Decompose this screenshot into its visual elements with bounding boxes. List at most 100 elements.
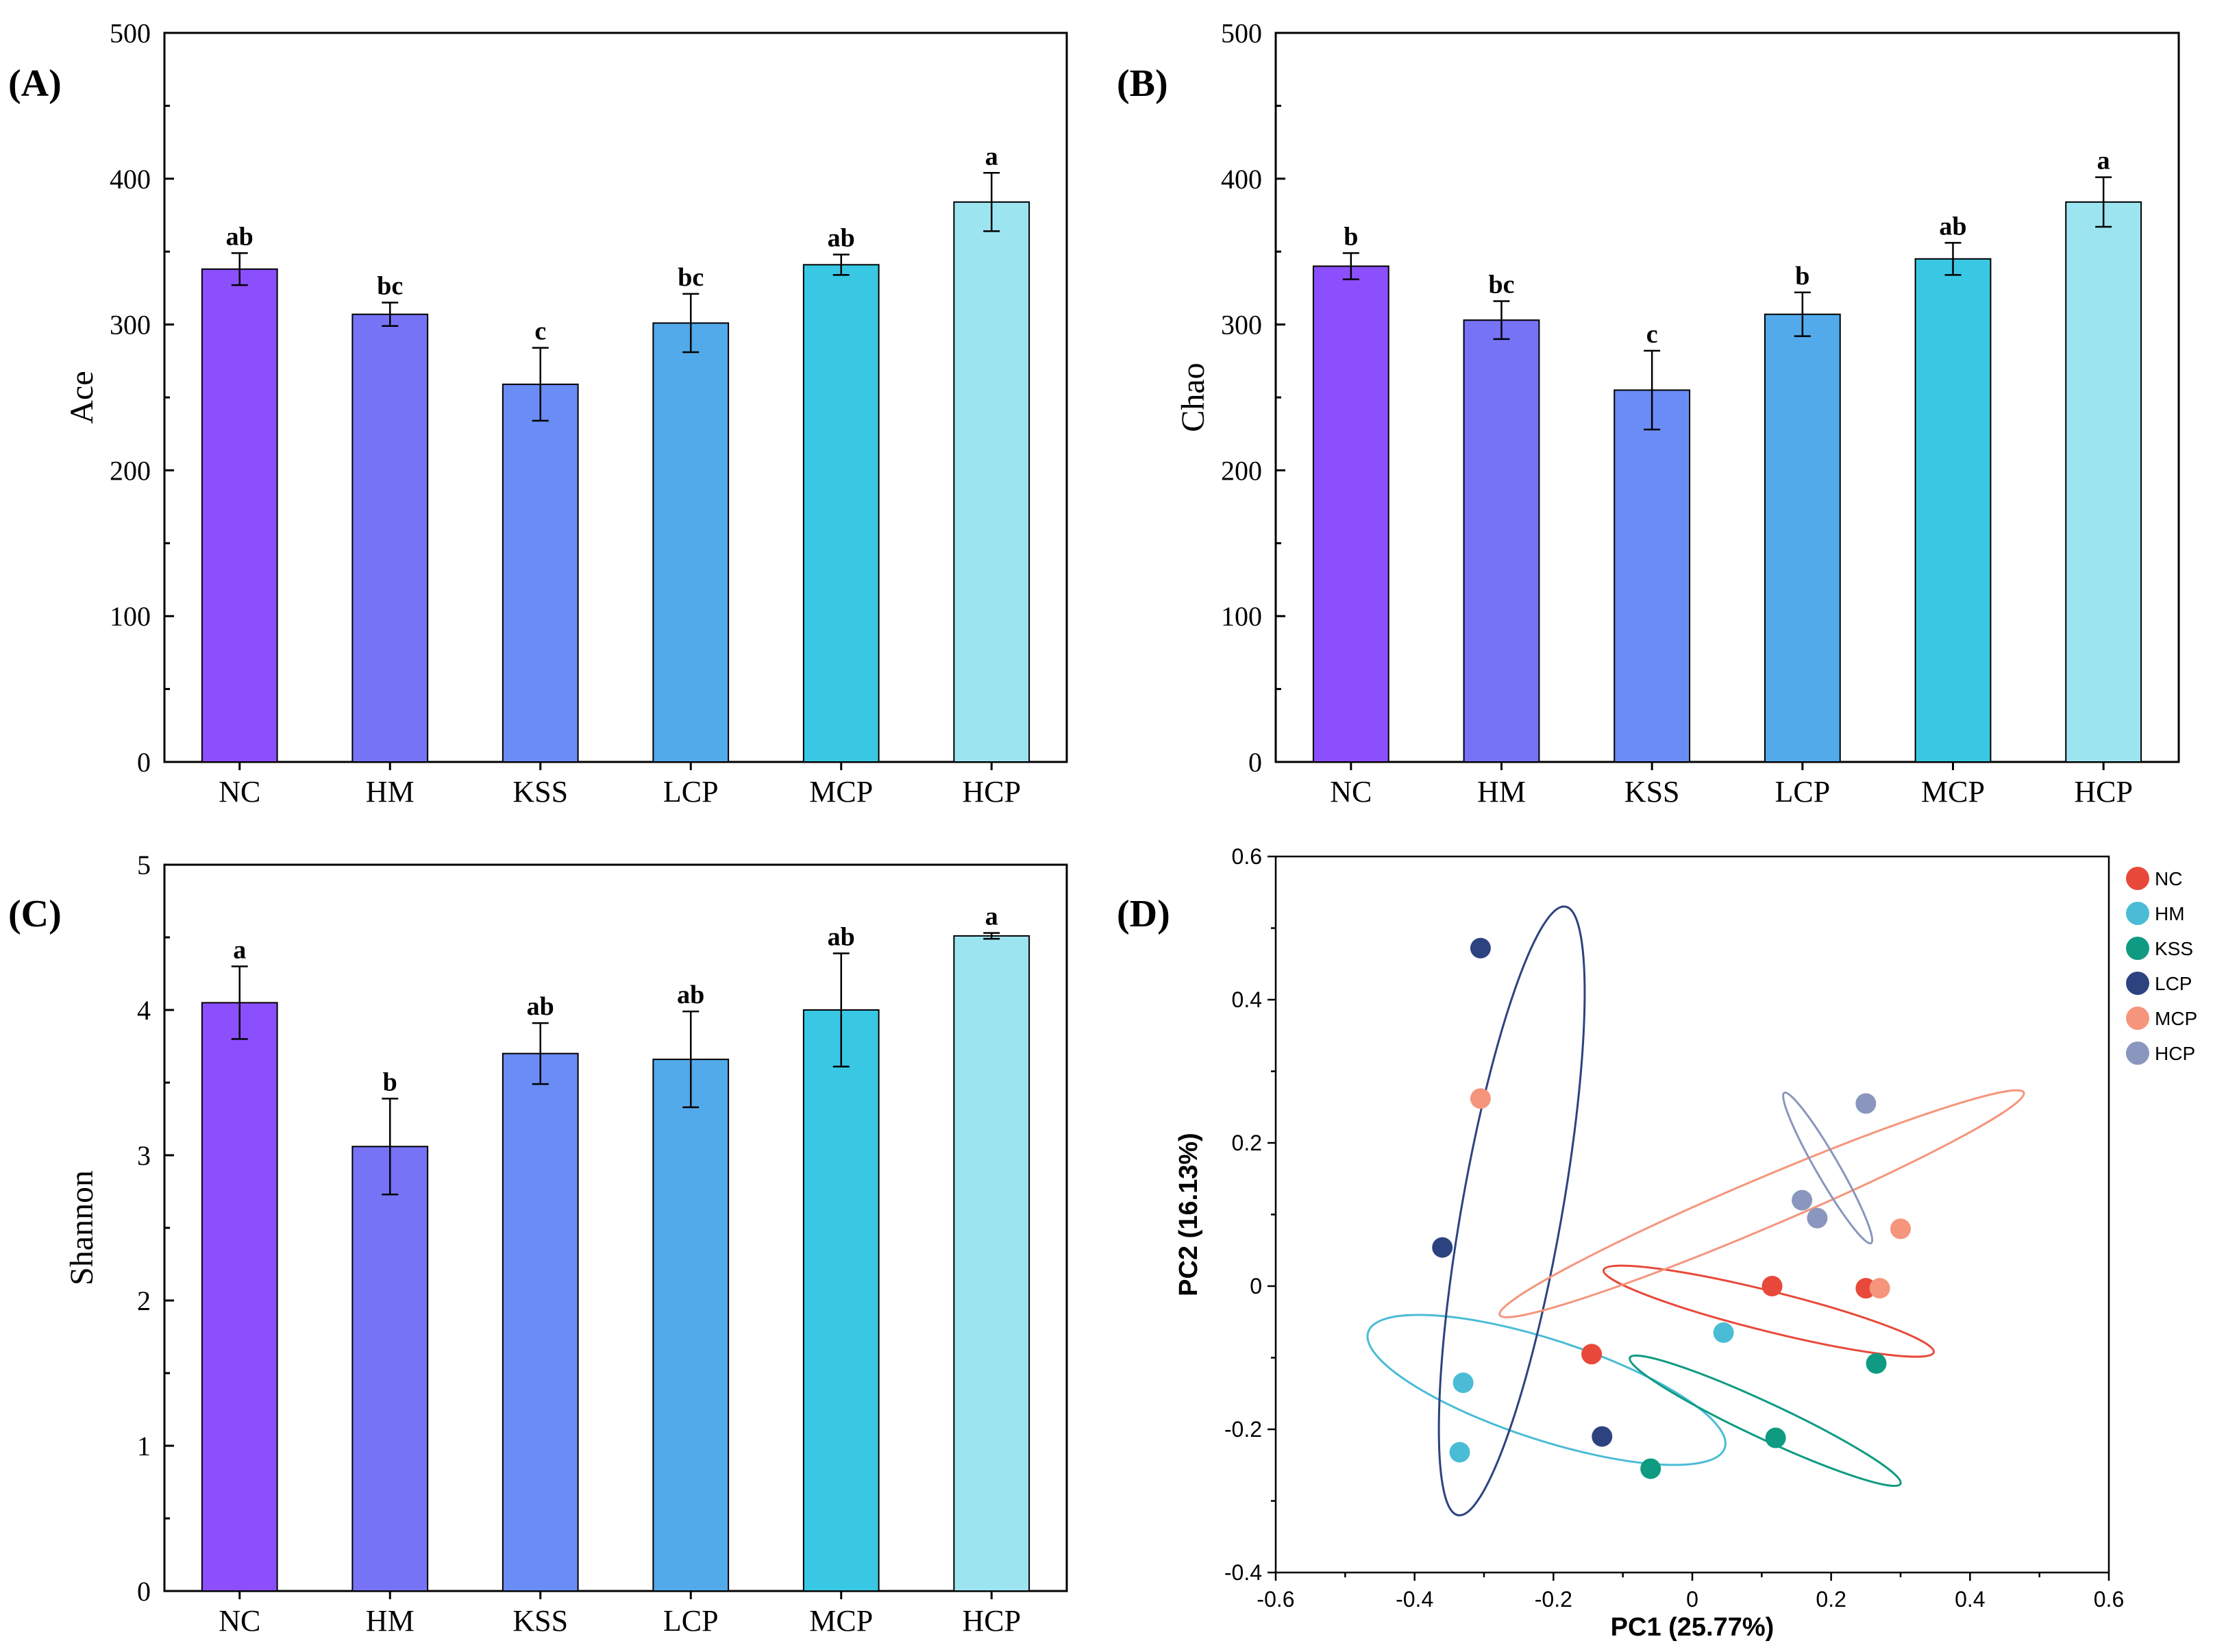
chart-b-sig-mcp: ab — [1939, 212, 1966, 241]
chart-d-xtick-label: -0.4 — [1396, 1587, 1433, 1612]
chart-b-sig-kss: c — [1646, 320, 1658, 349]
chart-d-xlabel: PC1 (25.77%) — [1611, 1613, 1775, 1642]
chart-b-bar-mcp — [1914, 258, 1992, 763]
chart-b-bar-hcp — [2065, 201, 2142, 763]
panel-label-d: (D) — [1117, 893, 1170, 935]
chart-a-sig-hm: bc — [377, 272, 403, 301]
chart-a-ytick-label: 100 — [110, 601, 151, 632]
chart-d-point-hm — [1713, 1322, 1734, 1343]
chart-d-ytick-label: 0 — [1250, 1274, 1262, 1298]
chart-b-xtick-label: HM — [1477, 775, 1526, 809]
chart-b-xtick-label: NC — [1330, 775, 1372, 809]
chart-b-sig-nc: b — [1344, 222, 1358, 251]
chart-d-point-kss — [1640, 1458, 1661, 1479]
chart-b-bar-kss — [1614, 389, 1691, 763]
chart-c-bar-hm — [351, 1146, 429, 1592]
chart-c-xtick-label: HM — [366, 1604, 415, 1638]
chart-c-ytick-label: 5 — [137, 850, 151, 880]
chart-c-ytick-label: 3 — [137, 1140, 151, 1171]
chart-d-point-mcp — [1869, 1278, 1890, 1299]
chart-d-point-hcp — [1792, 1189, 1813, 1211]
chart-d-point-lcp — [1470, 937, 1491, 959]
chart-b-frame — [1274, 32, 2180, 763]
chart-d-ellipse-lcp — [1437, 905, 1586, 1517]
chart-a-sig-lcp: bc — [678, 263, 704, 292]
chart-a-bar-kss — [502, 383, 579, 763]
chart-b-ytick-label: 400 — [1221, 164, 1262, 195]
chart-d-point-lcp — [1592, 1426, 1613, 1447]
chart-d-legend-label-hcp: HCP — [2155, 1043, 2195, 1064]
chart-d-ellipse-hcp — [1782, 1092, 1874, 1245]
chart-b-ytick-label: 300 — [1221, 310, 1262, 341]
chart-a-ylabel: Ace — [64, 371, 100, 423]
chart-d-ellipse-mcp — [1498, 1089, 2025, 1318]
chart-d-legend-marker-lcp — [2126, 972, 2149, 995]
chart-d-ytick-label: 0.6 — [1232, 844, 1262, 869]
chart-c-bar-mcp — [802, 1009, 880, 1592]
chart-b-xtick-label: LCP — [1775, 775, 1830, 809]
chart-c-xtick-label: KSS — [512, 1604, 568, 1638]
chart-d-point-nc — [1761, 1276, 1783, 1296]
chart-a-sig-kss: c — [534, 317, 546, 346]
chart-c-xtick-label: LCP — [663, 1604, 719, 1638]
chart-c-sig-kss: ab — [527, 992, 554, 1021]
chart-c-xtick-label: NC — [219, 1604, 260, 1638]
chart-a-xtick-label: HCP — [962, 775, 1021, 809]
chart-d-legend-label-nc: NC — [2155, 868, 2182, 889]
chart-a-sig-nc: ab — [226, 222, 254, 251]
chart-d-xtick-label: 0.4 — [1955, 1587, 1985, 1612]
chart-a-xtick-label: LCP — [663, 775, 719, 809]
chart-d-legend-label-kss: KSS — [2155, 938, 2193, 959]
chart-c-sig-lcp: ab — [677, 981, 704, 1009]
chart-b-ytick-label: 500 — [1221, 18, 1262, 49]
chart-d-point-lcp — [1432, 1237, 1453, 1258]
chart-d-ytick-label: 0.4 — [1232, 987, 1262, 1012]
chart-b-xtick-label: HCP — [2074, 775, 2133, 809]
chart-d-frame — [1274, 855, 2110, 1574]
chart-d-ylabel: PC2 (16.13%) — [1174, 1133, 1203, 1296]
chart-d-point-hm — [1449, 1442, 1470, 1463]
chart-a-frame — [163, 32, 1068, 763]
chart-a-xtick-label: KSS — [512, 775, 568, 809]
chart-a-bar-lcp — [652, 322, 730, 763]
chart-a-xtick-label: NC — [219, 775, 260, 809]
chart-c-ytick-label: 4 — [137, 995, 151, 1026]
chart-d-ellipse-kss — [1629, 1354, 1902, 1488]
chart-d-point-hcp — [1855, 1093, 1877, 1114]
chart-a-sig-hcp: a — [985, 142, 998, 171]
chart-a-xtick-label: MCP — [809, 775, 873, 809]
chart-b-ytick-label: 0 — [1248, 747, 1262, 778]
chart-b-bar-hm — [1463, 319, 1540, 763]
chart-c-xtick-label: MCP — [809, 1604, 873, 1638]
chart-d-point-hm — [1452, 1372, 1474, 1394]
chart-d-point-mcp — [1890, 1218, 1911, 1240]
chart-d-legend-marker-nc — [2126, 867, 2149, 890]
chart-b-xtick-label: MCP — [1921, 775, 1985, 809]
chart-a-ytick-label: 300 — [110, 310, 151, 341]
chart-c-ytick-label: 1 — [137, 1431, 151, 1462]
chart-c-bar-hcp — [953, 935, 1030, 1592]
chart-a-bar-hcp — [953, 201, 1030, 763]
chart-b-bar-lcp — [1764, 313, 1841, 763]
panel-label-a: (A) — [8, 62, 62, 105]
chart-c-ytick-label: 2 — [137, 1285, 151, 1316]
chart-a-ytick-label: 400 — [110, 164, 151, 195]
chart-d-xtick-label: -0.2 — [1535, 1587, 1572, 1612]
chart-c-bar-lcp — [652, 1059, 730, 1592]
chart-c-sig-hm: b — [383, 1068, 397, 1096]
chart-b-sig-lcp: b — [1795, 262, 1809, 291]
chart-c-sig-mcp: ab — [828, 922, 855, 951]
chart-d-ytick-label: -0.2 — [1224, 1417, 1262, 1442]
chart-b-ytick-label: 200 — [1221, 455, 1262, 486]
panel-label-c: (C) — [8, 893, 62, 935]
chart-c-sig-nc: a — [233, 935, 246, 964]
chart-a-ytick-label: 0 — [137, 747, 151, 778]
chart-d-legend-label-mcp: MCP — [2155, 1008, 2197, 1029]
chart-b-ytick-label: 100 — [1221, 601, 1262, 632]
chart-d-point-mcp — [1470, 1088, 1491, 1109]
chart-d-legend-marker-hcp — [2126, 1041, 2149, 1065]
chart-d-xtick-label: -0.6 — [1257, 1587, 1294, 1612]
chart-d-ytick-label: -0.4 — [1224, 1560, 1262, 1585]
chart-d-xtick-label: 0.6 — [2094, 1587, 2124, 1612]
chart-c-ytick-label: 0 — [137, 1576, 151, 1607]
